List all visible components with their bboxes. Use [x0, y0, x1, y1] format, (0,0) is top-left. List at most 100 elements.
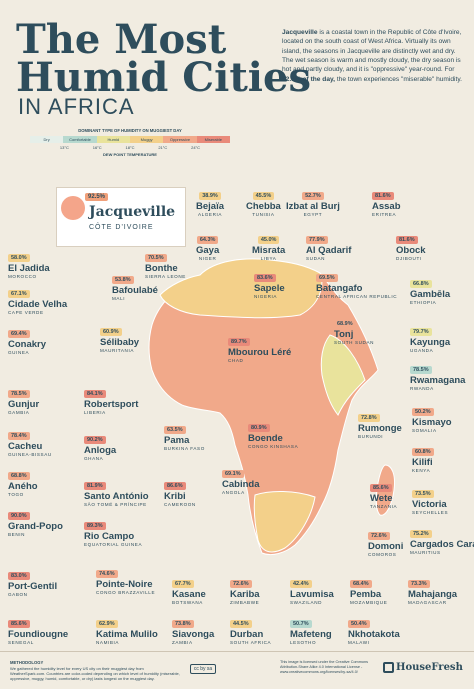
city-country: CAMEROON — [164, 501, 196, 507]
city-country: NAMIBIA — [96, 639, 120, 645]
city-name: Kariba — [230, 589, 260, 600]
city-label: 80.9% Boende CONGO KINSHASA — [248, 416, 298, 449]
city-country: GHANA — [84, 455, 104, 461]
city-name: Izbat al Burj — [286, 201, 340, 212]
city-country: SUDAN — [306, 255, 326, 261]
city-country: BURUNDI — [358, 433, 384, 439]
legend-level: Oppressive — [163, 136, 197, 143]
city-humidity-pct: 69.5% — [316, 274, 338, 282]
city-humidity-pct: 77.9% — [306, 236, 328, 244]
city-label: 62.9% Katima Mulilo NAMIBIA — [96, 612, 158, 645]
legend-tick: 24°C — [191, 145, 201, 150]
city-label: 72.6% Kariba ZIMBABWE — [230, 572, 260, 605]
city-country: BENIN — [8, 531, 26, 537]
city-name: Conakry — [8, 339, 47, 350]
city-country: TOGO — [8, 491, 24, 497]
south-region — [253, 491, 316, 553]
city-humidity-pct: 45.5% — [252, 192, 275, 200]
city-humidity-pct: 78.5% — [8, 390, 30, 398]
city-name: Durban — [230, 629, 264, 640]
city-label: 68.4% Pemba MOZAMBIQUE — [350, 572, 387, 605]
city-name: Pemba — [350, 589, 382, 600]
city-country: GAMBIA — [8, 409, 30, 415]
city-name: Mbourou Léré — [228, 347, 292, 358]
city-label: 42.4% Lavumisa SWAZILAND — [290, 572, 334, 605]
city-humidity-pct: 67.7% — [172, 580, 194, 588]
city-country: ZIMBABWE — [230, 599, 260, 605]
city-country: NIGER — [198, 255, 217, 261]
legend-level: Humid — [96, 136, 130, 143]
city-country: LIBYA — [260, 255, 277, 261]
legend-ticks: 13°C 16°C 18°C 21°C 24°C — [30, 145, 230, 150]
city-humidity-pct: 58.0% — [8, 254, 30, 262]
city-name: Domoni — [368, 541, 404, 552]
intro-bold: 92.5% of the day, — [282, 75, 336, 83]
city-name: Gunjur — [8, 399, 40, 410]
city-name: Bejaïa — [196, 201, 224, 212]
city-label: 73.8% Siavonga ZAMBIA — [172, 612, 214, 645]
city-label: 66.8% Gambēla ETHIOPIA — [410, 272, 450, 305]
sun-icon — [61, 196, 85, 220]
legend-tick: 13°C — [59, 145, 69, 150]
city-humidity-pct: 78.5% — [410, 366, 432, 374]
city-label: 84.1% Robertsport LIBERIA — [84, 382, 138, 415]
city-humidity-pct: 79.7% — [410, 328, 432, 336]
legend-tick: 16°C — [92, 145, 102, 150]
city-humidity-pct: 62.9% — [96, 620, 118, 628]
city-country: COMOROS — [368, 551, 397, 557]
city-humidity-pct: 83.0% — [8, 572, 30, 580]
city-name: Rumonge — [358, 423, 402, 434]
city-label: 90.2% Anloga GHANA — [84, 428, 116, 461]
city-country: MAURITANIA — [100, 347, 134, 353]
city-name: Sapele — [254, 283, 285, 294]
city-label: 86.6% Kribi CAMEROON — [164, 474, 196, 507]
brand-name: HouseFresh — [396, 662, 463, 673]
city-label: 45.0% Misrata LIBYA — [252, 228, 285, 261]
city-name: Victoria — [412, 499, 447, 510]
city-humidity-pct: 84.1% — [84, 390, 106, 398]
city-label: 74.6% Pointe-Noire CONGO BRAZZAVILLE — [96, 562, 155, 595]
city-country: CAPE VERDE — [8, 309, 44, 315]
city-name: Tonj — [334, 329, 354, 340]
city-humidity-pct: 70.5% — [145, 254, 167, 262]
methodology-text: We gathered the humidity level for every… — [10, 665, 180, 682]
city-name: Mahajanga — [408, 589, 458, 600]
city-name: El Jadida — [8, 263, 50, 274]
city-name: Grand-Popo — [8, 521, 63, 532]
city-name: Siavonga — [172, 629, 215, 640]
city-label: 69.5% Batangafo CENTRAL AFRICAN REPUBLIC — [316, 266, 397, 299]
legend-bar: Dry Comfortable Humid Muggy Oppressive Misera… — [30, 136, 230, 143]
city-name: Gambēla — [410, 289, 451, 300]
city-country: SOUTH AFRICA — [230, 639, 272, 645]
city-country: MOZAMBIQUE — [350, 599, 388, 605]
city-country: BURKINA FASO — [164, 445, 205, 451]
city-country: MADAGASCAR — [408, 599, 447, 605]
city-country: MALI — [112, 295, 126, 301]
city-name: Bonthe — [145, 263, 178, 274]
city-name: Aného — [8, 481, 38, 492]
city-humidity-pct: 69.4% — [8, 330, 30, 338]
city-name: Cacheu — [8, 441, 43, 452]
city-country: CHAD — [228, 357, 244, 363]
city-humidity-pct: 68.8% — [8, 472, 30, 480]
city-country: SENEGAL — [8, 639, 34, 645]
city-label: 89.7% Mbourou Léré CHAD — [228, 330, 291, 363]
city-humidity-pct: 60.8% — [412, 448, 434, 456]
city-name: Kribi — [164, 491, 186, 502]
city-humidity-pct: 60.9% — [100, 328, 122, 336]
city-country: ERITREA — [372, 211, 397, 217]
legend-title: DOMINANT TYPE OF HUMIDITY ON MUGGIEST DA… — [78, 128, 182, 133]
intro-paragraph: Jacqueville is a coastal town in the Rep… — [282, 28, 464, 84]
city-name: Rio Campo — [84, 531, 135, 542]
featured-city-card: 92.5% Jacqueville CÔTE D'IVOIRE — [56, 187, 186, 247]
city-humidity-pct: 63.5% — [164, 426, 186, 434]
city-humidity-pct: 42.4% — [290, 580, 312, 588]
featured-pct: 92.5% — [85, 193, 109, 201]
city-label: 81.9% Santo António SÃO TOMÉ & PRÍNCIPE — [84, 474, 149, 507]
city-name: Al Qadarif — [306, 245, 352, 256]
city-country: RWANDA — [410, 385, 434, 391]
east-region — [320, 334, 366, 416]
city-humidity-pct: 53.8% — [112, 276, 134, 284]
city-humidity-pct: 81.9% — [84, 482, 106, 490]
city-label: 75.2%Cargados CarajosMAURITIUS — [410, 522, 474, 555]
